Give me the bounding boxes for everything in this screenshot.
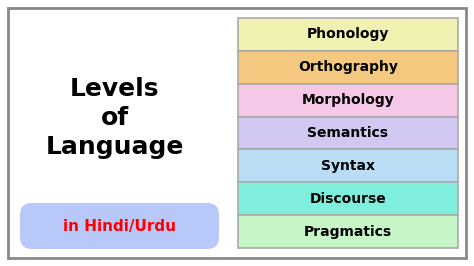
- Text: Phonology: Phonology: [307, 27, 389, 41]
- Bar: [238, 51, 458, 84]
- Text: Discourse: Discourse: [310, 192, 386, 206]
- Text: Syntax: Syntax: [321, 159, 375, 173]
- Bar: [238, 182, 458, 215]
- Bar: [238, 215, 458, 248]
- Text: Semantics: Semantics: [308, 126, 389, 140]
- Text: in Hindi/Urdu: in Hindi/Urdu: [63, 218, 176, 234]
- Text: Orthography: Orthography: [298, 60, 398, 74]
- Bar: [238, 149, 458, 182]
- Text: Pragmatics: Pragmatics: [304, 225, 392, 239]
- Text: Levels
of
Language: Levels of Language: [46, 77, 184, 159]
- Bar: [238, 84, 458, 117]
- Text: Morphology: Morphology: [301, 93, 394, 107]
- Bar: [238, 18, 458, 51]
- FancyBboxPatch shape: [20, 203, 219, 249]
- Bar: [238, 117, 458, 149]
